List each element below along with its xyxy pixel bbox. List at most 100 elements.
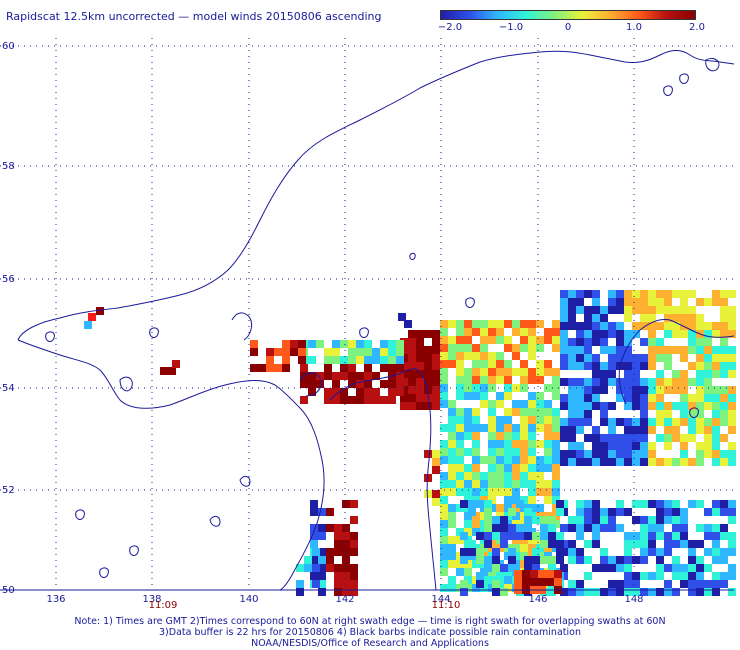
wind-cell <box>504 408 512 416</box>
wind-cell <box>712 580 720 588</box>
wind-cell <box>568 322 576 330</box>
wind-cell <box>520 440 528 448</box>
wind-cell <box>672 306 680 314</box>
wind-cell <box>560 298 568 306</box>
wind-cell <box>616 500 624 508</box>
wind-cell <box>168 367 176 375</box>
wind-cell <box>324 388 332 396</box>
wind-cell <box>592 338 600 346</box>
wind-cell <box>616 458 624 466</box>
wind-cell <box>464 352 472 360</box>
wind-cell <box>552 440 560 448</box>
wind-cell <box>448 456 456 464</box>
wind-cell <box>524 532 532 540</box>
lat-tick-label: 54 <box>2 383 15 394</box>
wind-cell <box>688 362 696 370</box>
wind-cell <box>440 360 448 368</box>
wind-cell <box>640 516 648 524</box>
wind-cell <box>720 346 728 354</box>
wind-cell <box>416 402 424 410</box>
wind-cell <box>600 370 608 378</box>
wind-cell <box>720 434 728 442</box>
wind-cell <box>672 516 680 524</box>
wind-cell <box>592 362 600 370</box>
wind-cell <box>704 322 712 330</box>
wind-cell <box>356 380 364 388</box>
wind-cell <box>350 548 358 556</box>
wind-cell <box>728 362 736 370</box>
wind-cell <box>480 368 488 376</box>
wind-cell <box>624 580 632 588</box>
wind-cell <box>600 564 608 572</box>
wind-cell <box>520 416 528 424</box>
wind-cell <box>342 548 350 556</box>
wind-cell <box>334 532 342 540</box>
wind-cell <box>492 516 500 524</box>
wind-cell <box>372 348 380 356</box>
wind-cell <box>624 588 632 596</box>
wind-cell <box>380 348 388 356</box>
wind-cell <box>342 556 350 564</box>
wind-cell <box>560 434 568 442</box>
wind-cell <box>456 320 464 328</box>
wind-cell <box>592 322 600 330</box>
wind-cell <box>310 508 318 516</box>
wind-cell <box>334 580 342 588</box>
wind-cell <box>432 354 440 362</box>
wind-cell <box>512 320 520 328</box>
wind-cell <box>640 402 648 410</box>
wind-cell <box>568 378 576 386</box>
wind-cell <box>568 548 576 556</box>
wind-cell <box>440 352 448 360</box>
wind-cell <box>704 450 712 458</box>
wind-cell <box>464 328 472 336</box>
wind-cell <box>608 370 616 378</box>
wind-cell <box>424 354 432 362</box>
coastline <box>17 50 735 591</box>
wind-cell <box>592 434 600 442</box>
wind-cell <box>548 564 556 572</box>
wind-cell <box>584 500 592 508</box>
wind-cell <box>524 516 532 524</box>
wind-cell <box>348 372 356 380</box>
wind-cell <box>396 372 404 380</box>
wind-cell <box>720 580 728 588</box>
wind-cell <box>616 434 624 442</box>
wind-cell <box>348 380 356 388</box>
wind-cell <box>584 418 592 426</box>
wind-cell <box>608 378 616 386</box>
wind-cell <box>396 364 404 372</box>
wind-cell <box>704 330 712 338</box>
wind-cell <box>696 354 704 362</box>
wind-cell <box>720 524 728 532</box>
wind-cell <box>552 368 560 376</box>
wind-cell <box>600 402 608 410</box>
wind-cell <box>512 488 520 496</box>
wind-cell <box>556 556 564 564</box>
wind-cell <box>250 364 258 372</box>
wind-cell <box>720 508 728 516</box>
wind-cell <box>560 402 568 410</box>
wind-cell <box>712 500 720 508</box>
wind-cell <box>664 378 672 386</box>
wind-cell <box>266 364 274 372</box>
wind-cell <box>528 368 536 376</box>
colorbar-tick-label: 0 <box>564 22 572 33</box>
wind-cell <box>528 432 536 440</box>
wind-cell <box>680 564 688 572</box>
wind-cell <box>640 306 648 314</box>
wind-cell <box>504 416 512 424</box>
wind-cell <box>496 472 504 480</box>
wind-cell <box>696 346 704 354</box>
wind-cell <box>568 346 576 354</box>
wind-cell <box>616 442 624 450</box>
wind-cell <box>680 516 688 524</box>
wind-cell <box>648 330 656 338</box>
wind-cell <box>528 456 536 464</box>
wind-cell <box>536 464 544 472</box>
wind-cell <box>664 548 672 556</box>
wind-cell <box>624 378 632 386</box>
wind-cell <box>568 298 576 306</box>
wind-cell <box>688 330 696 338</box>
wind-cell <box>258 364 266 372</box>
